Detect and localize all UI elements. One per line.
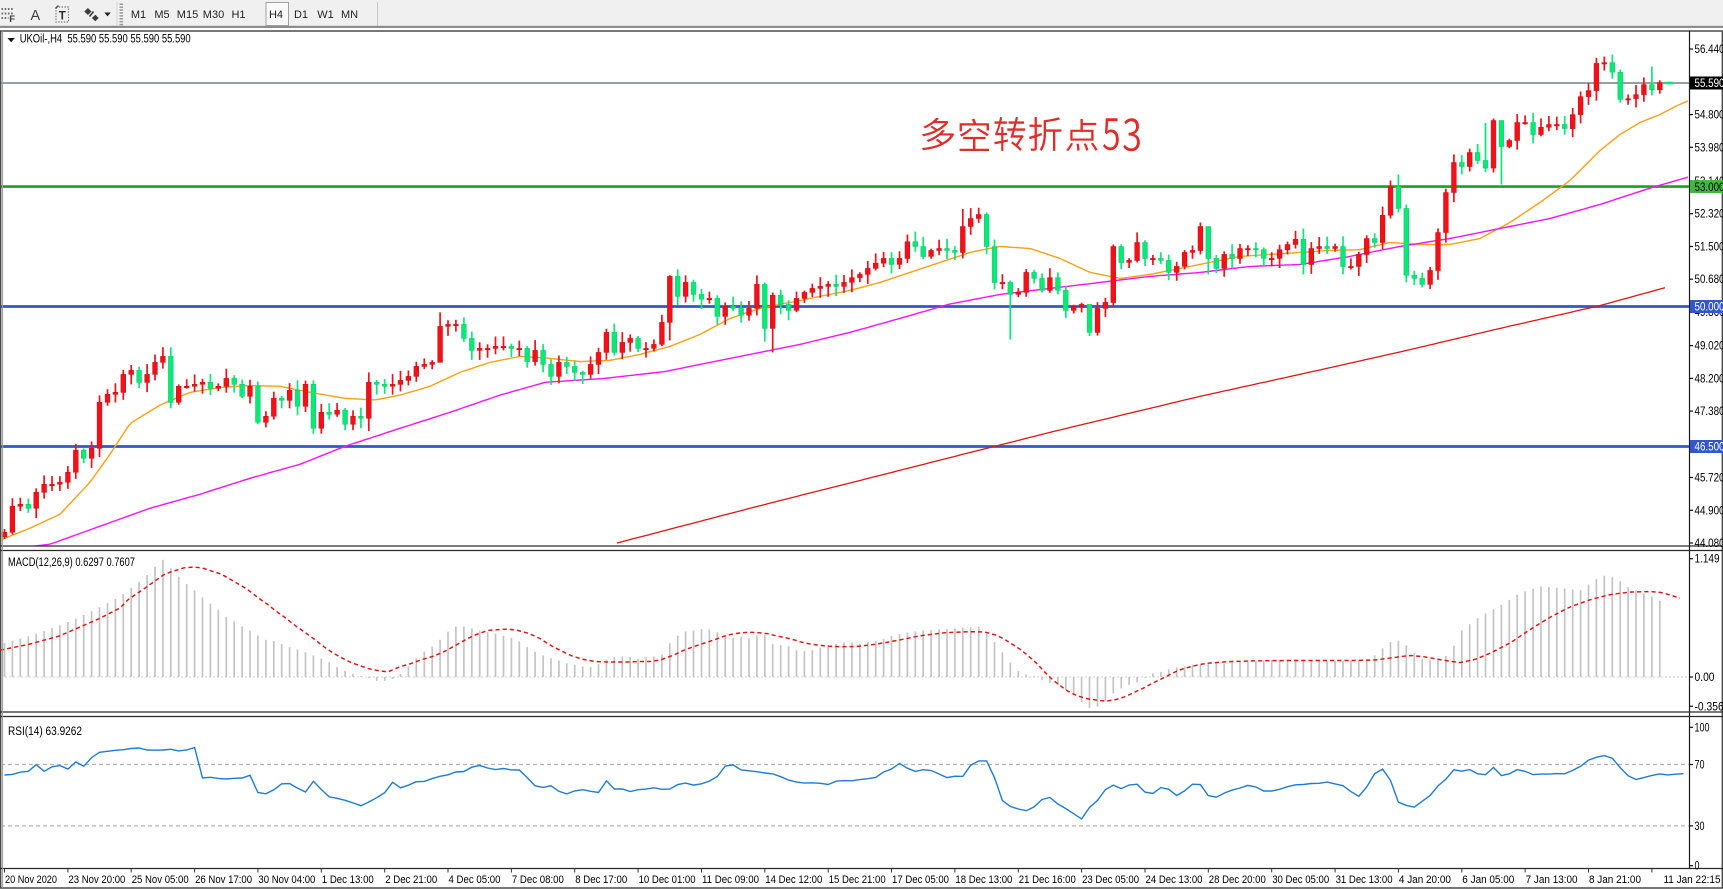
svg-text:2 Dec 21:00: 2 Dec 21:00 <box>385 874 437 886</box>
svg-text:M5: M5 <box>154 9 169 21</box>
svg-text:18 Dec 13:00: 18 Dec 13:00 <box>955 874 1012 886</box>
svg-text:100: 100 <box>1695 722 1710 734</box>
svg-text:11 Dec 09:00: 11 Dec 09:00 <box>702 874 759 886</box>
svg-text:14 Dec 12:00: 14 Dec 12:00 <box>765 874 822 886</box>
svg-text:0.00: 0.00 <box>1695 672 1715 684</box>
svg-text:11 Jan 22:15: 11 Jan 22:15 <box>1664 874 1721 886</box>
svg-text:25 Nov 05:00: 25 Nov 05:00 <box>132 874 189 886</box>
svg-text:53.000: 53.000 <box>1695 182 1723 194</box>
svg-text:F: F <box>9 14 15 25</box>
svg-text:51.500: 51.500 <box>1695 242 1723 254</box>
svg-text:0: 0 <box>1695 861 1700 873</box>
svg-text:H1: H1 <box>231 9 245 21</box>
svg-text:W1: W1 <box>317 9 334 21</box>
svg-text:A: A <box>31 8 41 24</box>
svg-text:52.320: 52.320 <box>1695 209 1723 221</box>
svg-text:49.020: 49.020 <box>1695 341 1723 353</box>
svg-text:24 Dec 13:00: 24 Dec 13:00 <box>1146 874 1203 886</box>
svg-text:10 Dec 01:00: 10 Dec 01:00 <box>639 874 696 886</box>
svg-text:23 Nov 20:00: 23 Nov 20:00 <box>68 874 125 886</box>
svg-text:55.590: 55.590 <box>1695 78 1723 90</box>
svg-text:M30: M30 <box>203 9 224 21</box>
svg-text:23 Dec 05:00: 23 Dec 05:00 <box>1082 874 1139 886</box>
svg-text:54.800: 54.800 <box>1695 110 1723 122</box>
svg-text:26 Nov 17:00: 26 Nov 17:00 <box>195 874 252 886</box>
svg-text:8 Dec 17:00: 8 Dec 17:00 <box>575 874 627 886</box>
svg-text:30 Nov 04:00: 30 Nov 04:00 <box>258 874 315 886</box>
svg-text:50.000: 50.000 <box>1695 302 1723 314</box>
svg-text:44.080: 44.080 <box>1695 538 1723 550</box>
svg-text:8 Jan 21:00: 8 Jan 21:00 <box>1589 874 1641 886</box>
svg-text:7 Jan 13:00: 7 Jan 13:00 <box>1526 874 1578 886</box>
svg-text:30 Dec 05:00: 30 Dec 05:00 <box>1272 874 1329 886</box>
svg-text:6 Jan 05:00: 6 Jan 05:00 <box>1462 874 1514 886</box>
svg-text:70: 70 <box>1695 760 1705 772</box>
svg-text:46.500: 46.500 <box>1695 442 1723 454</box>
svg-text:4 Dec 05:00: 4 Dec 05:00 <box>449 874 501 886</box>
svg-text:4 Jan 20:00: 4 Jan 20:00 <box>1399 874 1451 886</box>
svg-text:48.200: 48.200 <box>1695 373 1723 385</box>
svg-text:7 Dec 08:00: 7 Dec 08:00 <box>512 874 564 886</box>
svg-text:UKOil-,H4 55.590 55.590 55.59: UKOil-,H4 55.590 55.590 55.590 55.590 <box>20 34 191 46</box>
svg-text:31 Dec 13:00: 31 Dec 13:00 <box>1336 874 1393 886</box>
svg-text:20 Nov 2020: 20 Nov 2020 <box>5 874 57 886</box>
svg-text:T: T <box>59 11 66 23</box>
svg-text:H4: H4 <box>269 9 283 21</box>
svg-text:17 Dec 05:00: 17 Dec 05:00 <box>892 874 949 886</box>
svg-text:D1: D1 <box>294 9 308 21</box>
svg-text:1 Dec 13:00: 1 Dec 13:00 <box>322 874 374 886</box>
svg-text:21 Dec 16:00: 21 Dec 16:00 <box>1019 874 1076 886</box>
svg-text:53.980: 53.980 <box>1695 142 1723 154</box>
svg-text:56.440: 56.440 <box>1695 44 1723 56</box>
svg-text:30: 30 <box>1695 821 1705 833</box>
svg-text:MN: MN <box>341 9 358 21</box>
svg-text:44.900: 44.900 <box>1695 505 1723 517</box>
svg-text:M1: M1 <box>131 9 146 21</box>
svg-text:MACD(12,26,9) 0.6297 0.7607: MACD(12,26,9) 0.6297 0.7607 <box>8 557 135 569</box>
svg-text:1.149: 1.149 <box>1695 554 1720 566</box>
svg-text:-0.3563: -0.3563 <box>1695 701 1723 713</box>
svg-text:RSI(14) 63.9262: RSI(14) 63.9262 <box>8 726 82 738</box>
svg-text:15 Dec 21:00: 15 Dec 21:00 <box>829 874 886 886</box>
svg-text:M15: M15 <box>177 9 198 21</box>
svg-text:50.680: 50.680 <box>1695 274 1723 286</box>
svg-text:47.380: 47.380 <box>1695 406 1723 418</box>
svg-text:28 Dec 20:00: 28 Dec 20:00 <box>1209 874 1266 886</box>
svg-text:45.720: 45.720 <box>1695 473 1723 485</box>
